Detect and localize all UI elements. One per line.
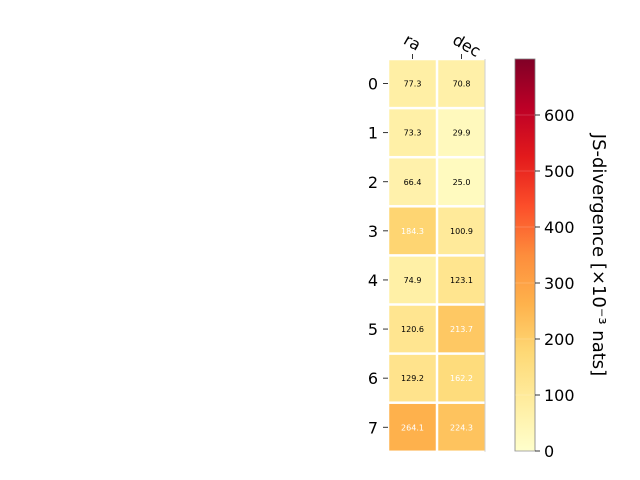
heatmap-cell-5-ra: [389, 305, 436, 353]
heatmap-cell-3-ra: [389, 207, 436, 255]
colorbar-label: JS-divergence [×10⁻³ nats]: [588, 133, 609, 376]
heatmap-cell-3-dec: [438, 207, 485, 255]
heatmap-cell-4-dec: [438, 256, 485, 304]
heatmap-cell-1-ra: [389, 109, 436, 156]
cell-value-label: 162.2: [450, 374, 473, 383]
cell-value-label: 74.9: [404, 276, 422, 285]
heatmap-cell-4-ra: [389, 256, 436, 304]
colorbar-frame: [514, 58, 536, 452]
cell-value-label: 73.3: [404, 129, 422, 138]
cell-value-label: 129.2: [401, 374, 424, 383]
cell-value-label: 184.3: [401, 227, 424, 236]
row-label-0: 0: [368, 75, 378, 94]
heatmap-cell-7-dec: [438, 403, 485, 451]
row-label-5: 5: [368, 320, 378, 339]
cell-value-label: 66.4: [404, 178, 422, 187]
row-label-6: 6: [368, 369, 378, 388]
colorbar-tick-label: 0: [544, 442, 554, 461]
colorbar-tick-label: 200: [544, 330, 575, 349]
heatmap-cell-2-ra: [389, 158, 436, 206]
colorbar-gradient: [515, 59, 535, 451]
row-label-7: 7: [368, 418, 378, 437]
row-label-3: 3: [368, 222, 378, 241]
cell-value-label: 213.7: [450, 325, 473, 334]
cell-value-label: 29.9: [453, 129, 471, 138]
cell-value-label: 70.8: [453, 80, 471, 89]
row-label-4: 4: [368, 271, 378, 290]
row-label-2: 2: [368, 173, 378, 192]
heatmap-cell-7-ra: [389, 403, 436, 451]
row-label-1: 1: [368, 124, 378, 143]
cell-value-label: 264.1: [401, 423, 424, 432]
colorbar-tick-label: 600: [544, 106, 575, 125]
cell-value-label: 224.3: [450, 423, 473, 432]
colorbar-tick-label: 300: [544, 274, 575, 293]
heatmap-cell-1-dec: [438, 109, 485, 156]
cell-value-label: 123.1: [450, 276, 473, 285]
heatmap-cell-2-dec: [438, 158, 485, 206]
heatmap-cell-5-dec: [438, 305, 485, 353]
column-label-ra: ra: [401, 30, 425, 55]
colorbar-tick-label: 500: [544, 162, 575, 181]
heatmap-cell-6-dec: [438, 354, 485, 402]
cell-value-label: 77.3: [404, 80, 422, 89]
cell-value-label: 120.6: [401, 325, 424, 334]
heatmap-cell-6-ra: [389, 354, 436, 402]
colorbar: 0 100 200 300 400 500 600 JS-divergence [×10⁻³ …: [514, 58, 609, 461]
heatmap-cell-0-dec: [438, 60, 485, 107]
colorbar-tick-label: 100: [544, 386, 575, 405]
column-label-dec: dec: [450, 30, 484, 61]
cell-value-label: 25.0: [453, 178, 471, 187]
heatmap-cell-0-ra: [389, 60, 436, 107]
cell-value-label: 100.9: [450, 227, 473, 236]
colorbar-tick-label: 400: [544, 218, 575, 237]
